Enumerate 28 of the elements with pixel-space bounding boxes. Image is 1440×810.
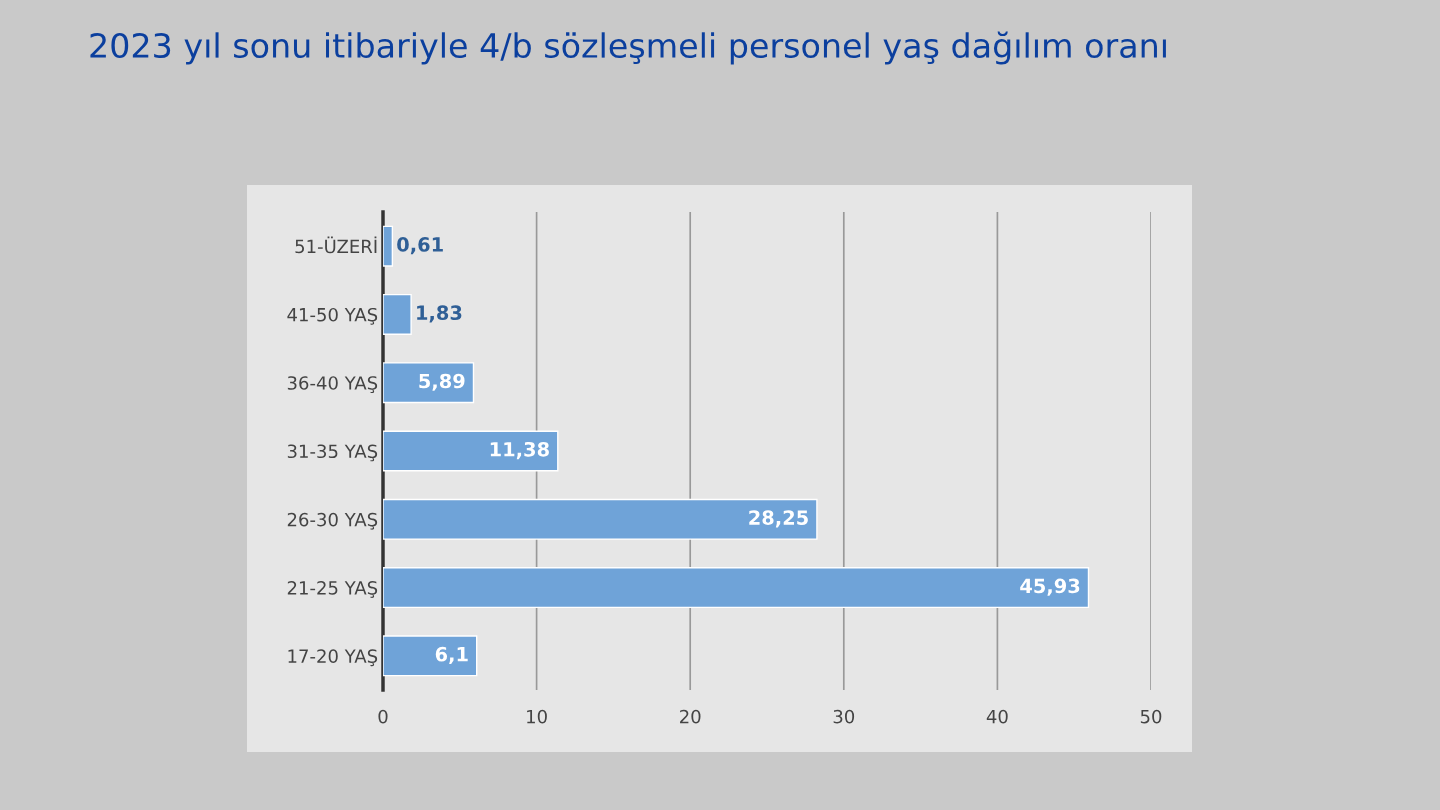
chart-title: 2023 yıl sonu itibariyle 4/b sözleşmeli personel yaş dağılım oranı	[90, 31, 1166, 65]
x-tick-label: 10	[527, 709, 547, 724]
data-label: 6,1	[435, 646, 468, 664]
bar	[383, 567, 1090, 609]
data-label: 28,25	[749, 510, 808, 528]
x-tick-label: 0	[378, 709, 388, 724]
bar	[383, 225, 394, 267]
y-tick-label: 31-35 YAŞ	[287, 444, 378, 462]
data-label: 0,61	[397, 237, 443, 255]
data-label: 1,83	[417, 305, 462, 323]
bar	[383, 635, 478, 677]
data-label: 11,38	[490, 441, 549, 460]
y-tick-label: 51-ÜZERİ	[295, 236, 377, 254]
x-tick-label: 50	[1140, 709, 1162, 724]
y-tick-label: 17-20 YAŞ	[288, 649, 378, 667]
data-label: 45,93	[1020, 578, 1080, 596]
bar	[383, 430, 559, 472]
bar	[383, 498, 818, 540]
y-tick-label: 41-50 YAŞ	[287, 307, 378, 325]
bar	[383, 293, 412, 335]
data-label: 5,89	[419, 373, 465, 391]
y-tick-label: 21-25 YAŞ	[287, 581, 378, 598]
bar	[383, 362, 475, 404]
y-tick-label: 36-40 YAŞ	[287, 376, 378, 394]
x-tick-label: 30	[833, 709, 855, 724]
x-tick-label: 20	[680, 709, 701, 724]
y-tick-label: 26-30 YAŞ	[287, 512, 378, 530]
x-tick-label: 40	[986, 709, 1008, 724]
